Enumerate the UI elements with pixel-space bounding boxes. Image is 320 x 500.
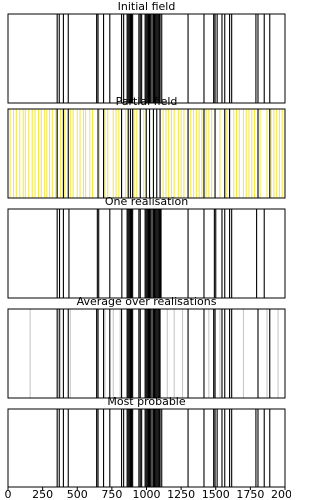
chart: Initial field Partial field One realisatio… [5,0,292,500]
panel-frame [7,13,286,104]
x-tick-label: 1750 [236,488,264,500]
x-tick-label: 750 [101,488,122,500]
x-tick-label: 250 [32,488,53,500]
panel-title: Partial field [116,95,178,108]
panel-title: Average over realisations [77,295,217,308]
panel-frame [7,208,286,299]
panel-title: Most probable [107,395,186,408]
panel-frame [7,308,286,399]
x-tick-label: 1250 [167,488,195,500]
panel-frame [7,108,286,199]
panel-title: Initial field [118,0,176,13]
x-tick-label: 2000 [271,488,291,500]
panel-title: One realisation [105,195,188,208]
x-tick-label: 500 [67,488,88,500]
x-tick-label: 1000 [133,488,161,500]
x-tick-label: 1500 [202,488,230,500]
x-tick-label: 0 [5,488,12,500]
